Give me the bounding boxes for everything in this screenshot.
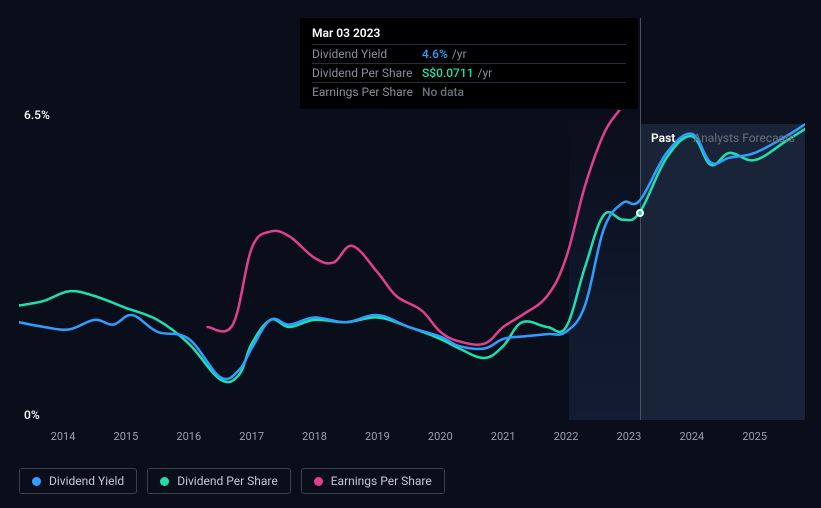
legend-item[interactable]: Dividend Per Share <box>147 468 291 494</box>
legend-dot-icon <box>32 477 41 486</box>
x-axis-tick: 2014 <box>51 430 76 443</box>
series-line-dividend_per_share <box>19 129 805 382</box>
legend-label: Dividend Per Share <box>177 474 278 488</box>
tooltip-row-eps: Earnings Per Share No data <box>312 82 626 101</box>
x-axis-tick: 2021 <box>491 430 516 443</box>
x-axis-tick: 2016 <box>176 430 201 443</box>
legend-label: Earnings Per Share <box>331 474 432 488</box>
tab-past[interactable]: Past <box>651 131 675 145</box>
chart-tabs: Past Analysts Forecasts <box>651 131 795 145</box>
x-axis-tick: 2024 <box>679 430 704 443</box>
tooltip-label: Earnings Per Share <box>312 85 422 99</box>
tooltip-row-dps: Dividend Per Share S$0.0711 /yr <box>312 63 626 82</box>
tooltip-row-yield: Dividend Yield 4.6% /yr <box>312 44 626 63</box>
legend-dot-icon <box>314 477 323 486</box>
tooltip-value: No data <box>422 85 464 99</box>
x-axis-tick: 2020 <box>428 430 453 443</box>
tooltip-unit: /yr <box>452 47 467 61</box>
tooltip-label: Dividend Per Share <box>312 66 422 80</box>
x-axis-tick: 2017 <box>239 430 264 443</box>
x-axis-tick: 2015 <box>114 430 139 443</box>
tooltip-value: S$0.0711 <box>422 66 474 80</box>
legend-dot-icon <box>160 477 169 486</box>
x-axis-tick: 2025 <box>742 430 767 443</box>
tooltip-value: 4.6% <box>422 47 448 61</box>
line-chart-svg[interactable] <box>19 110 805 420</box>
chart-container: Past Analysts Forecasts Mar 03 2023 Divi… <box>0 0 821 508</box>
legend-item[interactable]: Earnings Per Share <box>301 468 445 494</box>
tooltip-date: Mar 03 2023 <box>312 26 626 40</box>
tooltip-label: Dividend Yield <box>312 47 422 61</box>
tooltip-unit: /yr <box>478 66 493 80</box>
chart-tooltip: Mar 03 2023 Dividend Yield 4.6% /yr Divi… <box>300 18 638 109</box>
chart-legend: Dividend Yield Dividend Per Share Earnings… <box>19 468 445 494</box>
legend-item[interactable]: Dividend Yield <box>19 468 137 494</box>
series-line-dividend_yield <box>19 124 805 379</box>
x-axis-tick: 2018 <box>302 430 327 443</box>
hover-marker <box>636 209 644 217</box>
tab-forecast[interactable]: Analysts Forecasts <box>693 131 795 145</box>
x-axis-tick: 2022 <box>554 430 579 443</box>
x-axis-labels: 2014 2015 2016 2017 2018 2019 2020 2021 2022 2023… <box>19 430 805 450</box>
series-line-earnings_per_share <box>208 110 620 345</box>
x-axis-tick: 2023 <box>617 430 642 443</box>
x-axis-tick: 2019 <box>365 430 390 443</box>
legend-label: Dividend Yield <box>49 474 124 488</box>
